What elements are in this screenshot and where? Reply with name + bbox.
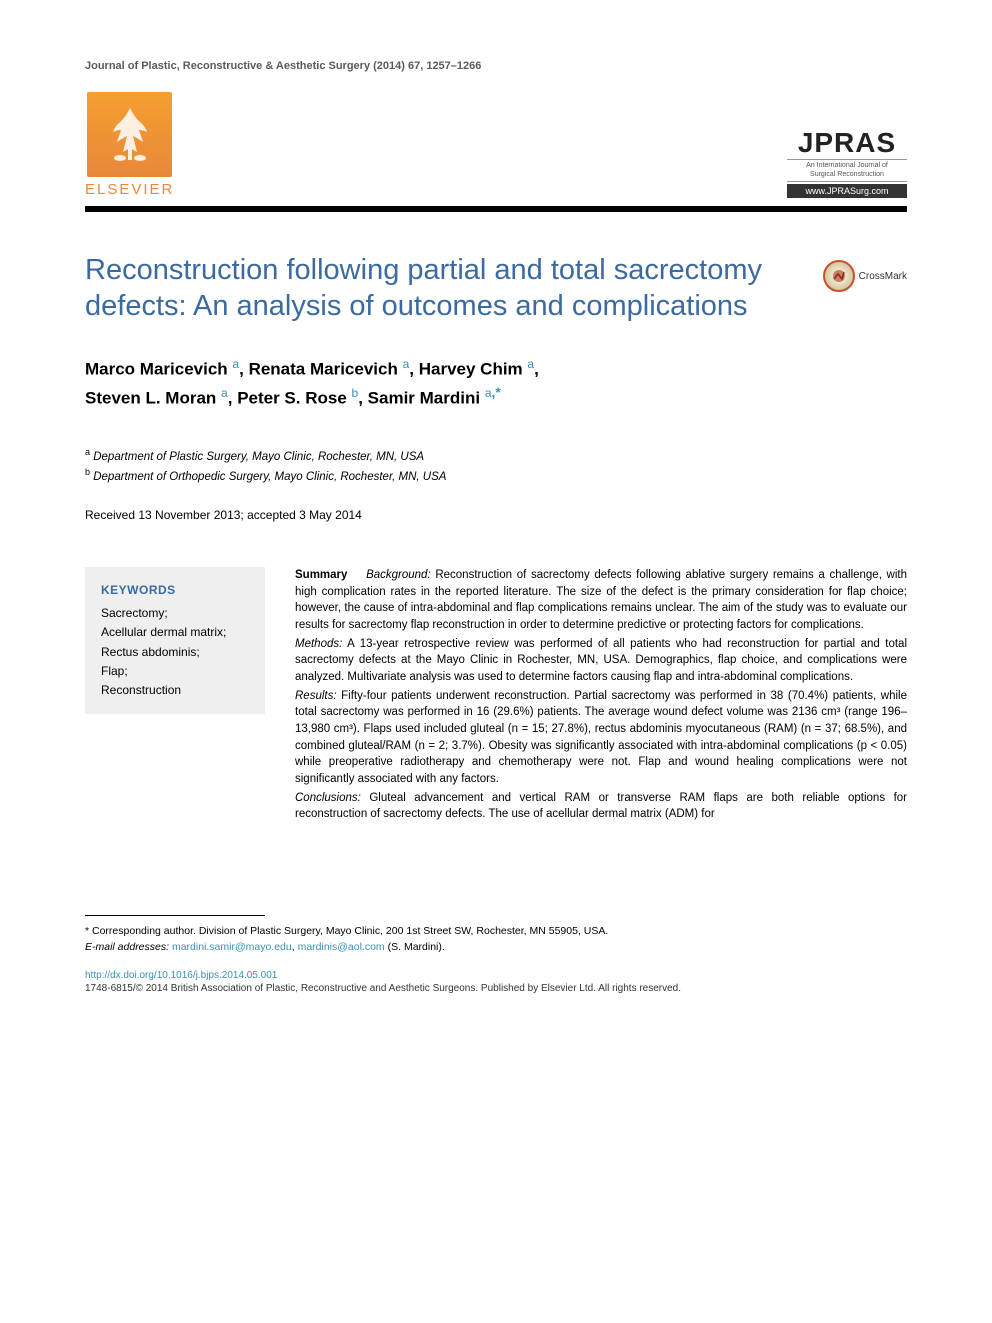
- results-label: Results:: [295, 690, 337, 702]
- journal-subtitle-1: An International Journal of: [806, 162, 888, 169]
- corresponding-note: * Corresponding author. Division of Plas…: [85, 924, 907, 956]
- affiliation-b: Department of Orthopedic Surgery, Mayo C…: [93, 471, 446, 483]
- author-1-affil[interactable]: a: [403, 357, 410, 371]
- keywords-box: KEYWORDS Sacrectomy; Acellular dermal ma…: [85, 567, 265, 714]
- keyword-3: Flap;: [101, 662, 249, 681]
- summary-block: Summary Background: Reconstruction of sa…: [295, 567, 907, 825]
- crossmark-badge[interactable]: CrossMark: [823, 260, 907, 292]
- summary-label: Summary: [295, 569, 347, 581]
- author-3-affil[interactable]: a: [221, 386, 228, 400]
- methods-text: A 13-year retrospective review was perfo…: [295, 638, 907, 683]
- email-1[interactable]: mardinis@aol.com: [298, 941, 385, 953]
- keywords-heading: KEYWORDS: [101, 581, 249, 600]
- keyword-0: Sacrectomy;: [101, 604, 249, 623]
- title-row: Reconstruction following partial and tot…: [85, 252, 907, 325]
- elsevier-logo[interactable]: ELSEVIER: [85, 92, 174, 198]
- content-row: KEYWORDS Sacrectomy; Acellular dermal ma…: [85, 567, 907, 825]
- corresponding-star[interactable]: ,*: [492, 384, 501, 400]
- journal-header: Journal of Plastic, Reconstructive & Aes…: [85, 60, 907, 72]
- elsevier-tree-icon: [87, 92, 172, 177]
- journal-badge[interactable]: JPRAS An International Journal of Surgic…: [787, 127, 907, 198]
- doi-link[interactable]: http://dx.doi.org/10.1016/j.bjps.2014.05…: [85, 970, 907, 981]
- email-label: E-mail addresses:: [85, 941, 169, 953]
- author-4[interactable]: Peter S. Rose: [237, 388, 347, 407]
- header-row: ELSEVIER JPRAS An International Journal …: [85, 92, 907, 198]
- author-3[interactable]: Steven L. Moran: [85, 388, 216, 407]
- email-suffix: (S. Mardini).: [388, 941, 445, 953]
- affiliation-a: Department of Plastic Surgery, Mayo Clin…: [93, 451, 424, 463]
- corresponding-text: * Corresponding author. Division of Plas…: [85, 924, 907, 940]
- affiliations-block: a Department of Plastic Surgery, Mayo Cl…: [85, 446, 907, 486]
- elsevier-text: ELSEVIER: [85, 181, 174, 198]
- copyright-text: 1748-6815/© 2014 British Association of …: [85, 983, 907, 994]
- journal-subtitle-2: Surgical Reconstruction: [810, 171, 884, 178]
- author-2[interactable]: Harvey Chim: [419, 359, 523, 378]
- author-0-affil[interactable]: a: [232, 357, 239, 371]
- keyword-2: Rectus abdominis;: [101, 643, 249, 662]
- author-0[interactable]: Marco Maricevich: [85, 359, 228, 378]
- conclusions-label: Conclusions:: [295, 792, 361, 804]
- article-title: Reconstruction following partial and tot…: [85, 252, 823, 325]
- header-divider: [85, 206, 907, 212]
- footer-divider: [85, 915, 265, 916]
- journal-subtitle: An International Journal of Surgical Rec…: [787, 159, 907, 182]
- author-2-affil[interactable]: a: [527, 357, 534, 371]
- article-dates: Received 13 November 2013; accepted 3 Ma…: [85, 508, 907, 522]
- author-5[interactable]: Samir Mardini: [368, 388, 480, 407]
- methods-label: Methods:: [295, 638, 342, 650]
- crossmark-label: CrossMark: [859, 271, 907, 282]
- journal-acronym: JPRAS: [787, 127, 907, 159]
- authors-block: Marco Maricevich a, Renata Maricevich a,…: [85, 355, 907, 411]
- keyword-4: Reconstruction: [101, 681, 249, 700]
- crossmark-icon: [823, 260, 855, 292]
- email-0[interactable]: mardini.samir@mayo.edu: [172, 941, 292, 953]
- conclusions-text: Gluteal advancement and vertical RAM or …: [295, 792, 907, 821]
- results-text: Fifty-four patients underwent reconstruc…: [295, 690, 907, 785]
- author-4-affil[interactable]: b: [352, 386, 359, 400]
- author-1[interactable]: Renata Maricevich: [249, 359, 398, 378]
- author-5-affil[interactable]: a: [485, 386, 492, 400]
- keyword-1: Acellular dermal matrix;: [101, 623, 249, 642]
- journal-url[interactable]: www.JPRASurg.com: [787, 184, 907, 198]
- background-label: Background:: [366, 569, 431, 581]
